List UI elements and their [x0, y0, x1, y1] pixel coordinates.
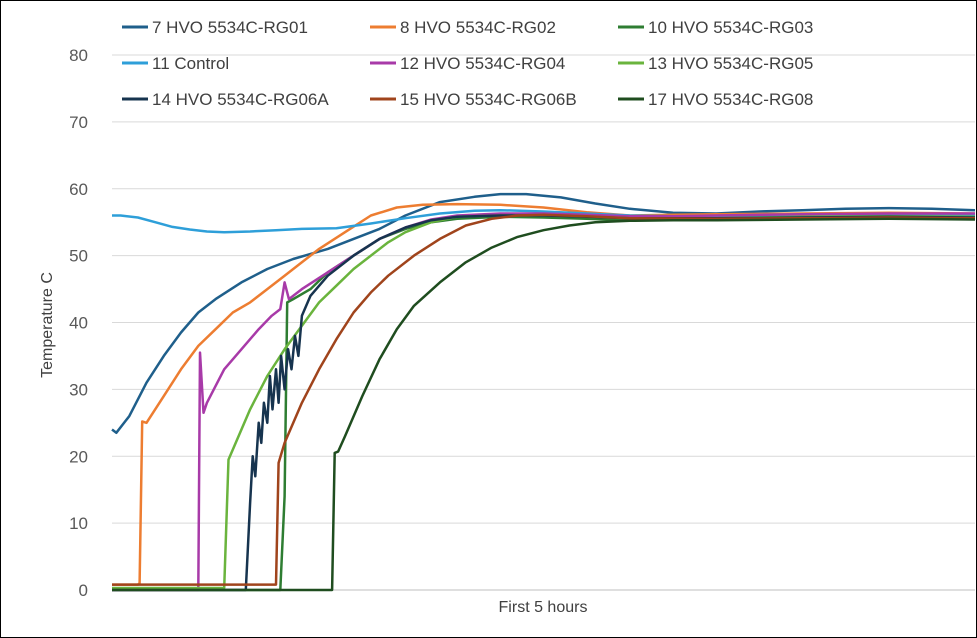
series-line-6: [112, 214, 976, 590]
series-lines: [111, 192, 976, 592]
legend-label: 10 HVO 5534C-RG03: [648, 18, 813, 37]
series-line-8: [112, 213, 976, 586]
legend-item: 13 HVO 5534C-RG05: [618, 54, 813, 73]
legend-label: 8 HVO 5534C-RG02: [400, 18, 556, 37]
legend-item: 10 HVO 5534C-RG03: [618, 18, 813, 37]
series-line-7: [112, 214, 976, 592]
legend-item: 11 Control: [122, 54, 229, 73]
legend-item: 14 HVO 5534C-RG06A: [122, 90, 329, 109]
y-tick-label: 10: [69, 514, 88, 533]
legend-item: 8 HVO 5534C-RG02: [370, 18, 556, 37]
gridlines: [112, 54, 975, 591]
legend-label: 15 HVO 5534C-RG06B: [400, 90, 577, 109]
legend-item: 15 HVO 5534C-RG06B: [370, 90, 577, 109]
legend-label: 14 HVO 5534C-RG06A: [152, 90, 329, 109]
legend-label: 13 HVO 5534C-RG05: [648, 54, 813, 73]
y-tick-label: 60: [69, 180, 88, 199]
series-line-3: [112, 215, 976, 592]
y-tick-label: 70: [69, 113, 88, 132]
series-line-9: [112, 217, 976, 592]
x-axis-label: First 5 hours: [499, 599, 588, 616]
y-axis-label: Temperature C: [39, 272, 56, 378]
series-line-1: [111, 192, 976, 435]
legend-label: 11 Control: [152, 54, 229, 73]
legend-label: 17 HVO 5534C-RG08: [648, 90, 813, 109]
legend-label: 12 HVO 5534C-RG04: [400, 54, 565, 73]
series-line-2: [112, 202, 976, 586]
y-tick-label: 50: [69, 247, 88, 266]
legend-item: 17 HVO 5534C-RG08: [618, 90, 813, 109]
legend-item: 12 HVO 5534C-RG04: [370, 54, 565, 73]
y-tick-label: 80: [69, 46, 88, 65]
y-tick-label: 0: [79, 581, 88, 600]
series-line-5: [112, 212, 975, 592]
legend-item: 7 HVO 5534C-RG01: [122, 18, 308, 37]
y-axis-ticks: 0 10 20 30 40 50 60 70 80: [69, 46, 88, 600]
legend-label: 7 HVO 5534C-RG01: [152, 18, 308, 37]
y-tick-label: 30: [69, 380, 88, 399]
y-tick-label: 20: [69, 447, 88, 466]
legend: 7 HVO 5534C-RG01 8 HVO 5534C-RG02 10 HVO 5…: [122, 18, 813, 109]
y-tick-label: 40: [69, 314, 88, 333]
